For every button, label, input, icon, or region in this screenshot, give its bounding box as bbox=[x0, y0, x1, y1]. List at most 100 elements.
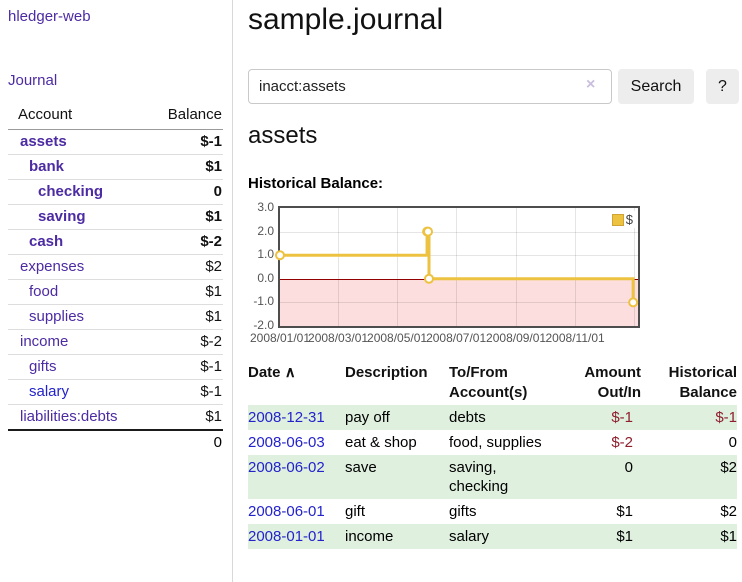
transactions-table: Date ∧ Description To/From Account(s) Am… bbox=[248, 361, 737, 549]
sidebar-item-journal[interactable]: Journal bbox=[8, 72, 58, 89]
x-axis-tick-label: 2008/09/01 bbox=[486, 331, 547, 345]
date-column-header[interactable]: Date ∧ bbox=[248, 361, 345, 405]
sidebar: hledger-web Journal Account Balance asse… bbox=[0, 0, 233, 582]
account-link[interactable]: bank bbox=[29, 158, 65, 175]
transaction-balance: 0 bbox=[728, 434, 737, 451]
account-balance: $-1 bbox=[150, 379, 223, 405]
tofrom-column-header: To/From Account(s) bbox=[449, 364, 528, 401]
account-link[interactable]: supplies bbox=[29, 308, 85, 325]
description-column-header: Description bbox=[345, 364, 428, 381]
legend-label: $ bbox=[625, 212, 633, 227]
account-heading: assets bbox=[248, 122, 318, 149]
chart-gridline bbox=[280, 302, 638, 304]
accounts-total-balance: 0 bbox=[150, 429, 223, 455]
account-row-checking: checking 0 bbox=[8, 179, 223, 205]
data-point-marker bbox=[628, 297, 639, 308]
y-axis-tick-label: 1.0 bbox=[257, 247, 274, 262]
account-balance: 0 bbox=[150, 179, 223, 205]
transaction-date-link[interactable]: 2008-01-01 bbox=[248, 528, 325, 545]
transaction-row: 2008-06-01 gift gifts $1 $2 bbox=[248, 499, 737, 524]
account-link[interactable]: income bbox=[20, 333, 69, 350]
balance-column-header: Historical Balance bbox=[668, 364, 737, 401]
transaction-amount: $-2 bbox=[611, 434, 633, 451]
account-row-liabilities-debts: liabilities:debts $1 bbox=[8, 404, 223, 431]
transaction-date-link[interactable]: 2008-12-31 bbox=[248, 409, 325, 426]
accounts-total-row: 0 bbox=[8, 429, 223, 455]
transaction-row: 2008-12-31 pay off debts $-1 $-1 bbox=[248, 405, 737, 430]
transaction-description: pay off bbox=[345, 409, 390, 426]
transaction-balance: $2 bbox=[720, 459, 737, 476]
account-balance: $1 bbox=[150, 404, 223, 431]
amount-column-header: Amount Out/In bbox=[584, 364, 641, 401]
search-bar: × Search ? bbox=[248, 69, 742, 105]
accounts-table-header: Account Balance bbox=[8, 102, 223, 130]
account-balance: $2 bbox=[150, 254, 223, 280]
balance-column-header: Balance bbox=[150, 102, 223, 130]
transaction-date-link[interactable]: 2008-06-02 bbox=[248, 459, 325, 476]
transaction-balance: $-1 bbox=[715, 409, 737, 426]
account-link[interactable]: cash bbox=[29, 233, 64, 250]
account-row-saving: saving $1 bbox=[8, 204, 223, 230]
account-row-assets: assets $-1 bbox=[8, 129, 223, 155]
transaction-amount: $1 bbox=[616, 528, 633, 545]
account-row-cash: cash $-2 bbox=[8, 229, 223, 255]
data-point-marker bbox=[424, 273, 435, 284]
search-input[interactable] bbox=[248, 69, 612, 104]
legend-swatch bbox=[611, 213, 624, 226]
transactions-header-row: Date ∧ Description To/From Account(s) Am… bbox=[248, 361, 737, 405]
account-link[interactable]: gifts bbox=[29, 358, 57, 375]
date-header-label: Date bbox=[248, 364, 281, 381]
account-balance: $-2 bbox=[150, 329, 223, 355]
y-axis-tick-label: 0.0 bbox=[257, 270, 274, 285]
account-row-supplies: supplies $1 bbox=[8, 304, 223, 330]
account-link[interactable]: checking bbox=[38, 183, 104, 200]
account-balance: $-2 bbox=[150, 229, 223, 255]
chart-gridline bbox=[280, 231, 638, 233]
account-row-bank: bank $1 bbox=[8, 154, 223, 180]
account-link[interactable]: expenses bbox=[20, 258, 85, 275]
chart-plot-area: $ bbox=[275, 206, 640, 328]
account-link[interactable]: assets bbox=[20, 133, 67, 150]
data-point-marker bbox=[423, 226, 434, 237]
transaction-description: eat & shop bbox=[345, 434, 417, 451]
account-link[interactable]: saving bbox=[38, 208, 86, 225]
transaction-accounts: salary bbox=[449, 528, 490, 545]
chart-gridline bbox=[280, 255, 638, 257]
transaction-row: 2008-01-01 income salary $1 $1 bbox=[248, 524, 737, 549]
x-axis-tick-label: 2008/03/01 bbox=[308, 331, 369, 345]
account-link[interactable]: food bbox=[29, 283, 59, 300]
y-axis-tick-label: 3.0 bbox=[257, 200, 274, 214]
account-row-salary: salary $-1 bbox=[8, 379, 223, 405]
accounts-table: Account Balance assets $-1 bank $1 check… bbox=[8, 102, 223, 455]
transaction-balance: $2 bbox=[720, 503, 737, 520]
transaction-amount: $-1 bbox=[611, 409, 633, 426]
transaction-date-link[interactable]: 2008-06-03 bbox=[248, 434, 325, 451]
chart-gridline bbox=[456, 208, 458, 326]
y-axis-tick-label: -2.0 bbox=[253, 318, 274, 332]
negative-region bbox=[280, 278, 638, 326]
transaction-amount: $1 bbox=[616, 503, 633, 520]
transaction-amount: 0 bbox=[624, 459, 633, 476]
chart-legend: $ bbox=[609, 211, 635, 228]
transaction-accounts: debts bbox=[449, 409, 486, 426]
chart-gridline bbox=[338, 208, 340, 326]
account-link[interactable]: salary bbox=[29, 383, 70, 400]
account-balance: $1 bbox=[150, 154, 223, 180]
clear-search-icon[interactable]: × bbox=[586, 76, 596, 93]
help-button[interactable]: ? bbox=[706, 69, 739, 104]
balance-step-line bbox=[275, 226, 639, 308]
chart-gridline bbox=[575, 208, 577, 326]
account-row-food: food $1 bbox=[8, 279, 223, 305]
account-balance: $1 bbox=[150, 279, 223, 305]
transaction-date-link[interactable]: 2008-06-01 bbox=[248, 503, 325, 520]
data-point-marker bbox=[275, 250, 285, 261]
account-link[interactable]: liabilities:debts bbox=[20, 408, 118, 425]
accounts-column-header: Account bbox=[8, 102, 151, 130]
chart-gridline bbox=[634, 208, 636, 326]
search-button[interactable]: Search bbox=[618, 69, 694, 104]
x-axis-tick-label: 2008/11/01 bbox=[545, 331, 605, 345]
account-row-income: income $-2 bbox=[8, 329, 223, 355]
transaction-accounts: saving, checking bbox=[449, 459, 509, 495]
app-brand-link[interactable]: hledger-web bbox=[8, 8, 91, 25]
account-balance: $1 bbox=[150, 204, 223, 230]
